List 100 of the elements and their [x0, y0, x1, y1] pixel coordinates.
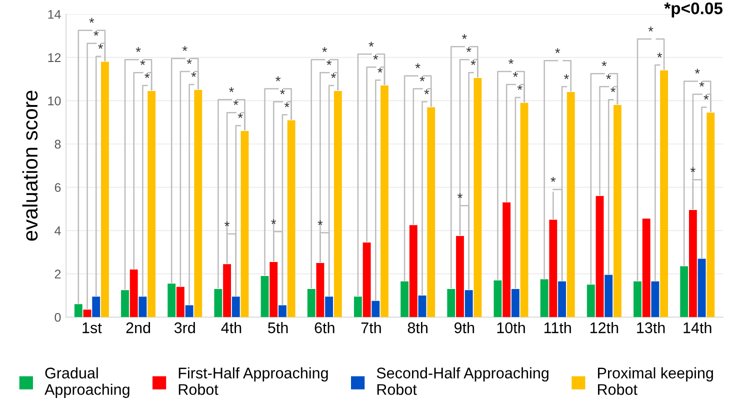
bar	[464, 290, 473, 318]
annotation: *	[318, 220, 323, 226]
annotation: *	[602, 61, 607, 66]
x-tick-label: 13th	[637, 322, 665, 334]
annotation: *	[233, 100, 238, 106]
bar	[502, 202, 511, 318]
annotation: *	[462, 34, 467, 40]
bar	[380, 86, 388, 318]
annotation: *	[224, 221, 230, 226]
annotation: *	[89, 18, 94, 23]
bar	[540, 279, 548, 318]
annotation: *	[458, 193, 462, 198]
annotation: *	[326, 60, 332, 66]
bar	[316, 263, 324, 318]
bar	[214, 289, 222, 318]
annotation: *	[420, 76, 425, 82]
bar	[558, 281, 566, 318]
bar	[287, 120, 296, 318]
bar	[688, 210, 697, 318]
annotation: *	[182, 46, 188, 51]
annotation: *	[466, 47, 472, 52]
annotation: *	[657, 52, 662, 58]
bar	[549, 220, 558, 318]
bar	[706, 112, 715, 318]
bar	[270, 262, 278, 318]
annotation: *	[517, 85, 522, 90]
bar	[474, 78, 482, 318]
bar	[223, 264, 231, 318]
annotation: *	[284, 102, 290, 108]
bar	[604, 274, 613, 318]
x-tick-label: 12th	[590, 322, 618, 334]
y-tick-label: 8	[54, 140, 61, 149]
x-tick-label: 3rd	[174, 322, 195, 334]
bar	[494, 280, 502, 318]
annotation: *	[322, 47, 328, 52]
bar	[566, 92, 575, 318]
bar	[307, 289, 316, 318]
y-tick-label: 10	[48, 96, 61, 106]
annotation: *	[238, 113, 243, 118]
bar	[74, 304, 82, 318]
bar	[427, 107, 436, 318]
y-tick-label: 12	[48, 53, 61, 62]
annotation: *	[555, 48, 560, 54]
x-tick-label: 5th	[268, 322, 288, 334]
x-tick-label: 9th	[454, 322, 474, 334]
bar	[278, 305, 286, 318]
annotation: *	[415, 63, 420, 68]
bar	[354, 296, 362, 318]
bar	[362, 242, 371, 318]
x-tick-label: 4th	[221, 322, 242, 334]
x-tick-label: 1st	[82, 322, 102, 334]
x-tick-label: 8th	[408, 322, 428, 334]
bar	[520, 102, 528, 318]
annotation: *	[368, 42, 374, 47]
annotation: *	[94, 30, 99, 36]
annotation: *	[424, 89, 430, 94]
x-tick-label: 14th	[684, 322, 712, 334]
bar	[596, 196, 604, 318]
annotation: *	[186, 59, 192, 64]
bar	[325, 296, 334, 318]
bar	[698, 258, 706, 318]
bar	[511, 289, 520, 318]
annotation: *	[564, 74, 569, 80]
bar	[614, 105, 622, 318]
bar	[418, 295, 426, 318]
annotation: *	[331, 73, 336, 78]
y-axis-title: evaluation score	[22, 90, 38, 241]
legend-label: Second-Half Approaching Robot	[376, 367, 548, 395]
y-tick-label: 4	[54, 226, 61, 236]
bar	[586, 284, 595, 318]
bar	[456, 236, 464, 318]
legend-label: First-Half Approaching Robot	[178, 367, 328, 395]
annotation: *	[98, 44, 104, 49]
bar	[92, 296, 100, 318]
annotation: *	[610, 87, 616, 92]
bar	[148, 90, 156, 318]
annotation: *	[508, 59, 514, 64]
y-tick-label: 6	[54, 183, 61, 192]
annotation: *	[699, 82, 704, 87]
bar	[447, 289, 456, 318]
bar	[372, 300, 380, 318]
legend-label: Gradual Approaching	[44, 367, 130, 398]
annotation: *	[470, 60, 476, 66]
bar	[138, 296, 147, 318]
annotation: *	[694, 68, 700, 74]
bar	[176, 286, 184, 318]
bar	[194, 90, 202, 318]
annotation: *	[648, 26, 654, 32]
y-tick-label: 14	[48, 10, 61, 19]
bar	[260, 276, 269, 318]
annotation: *	[280, 89, 285, 94]
bar	[634, 281, 642, 318]
bar	[660, 70, 668, 318]
annotation: *	[228, 87, 234, 92]
annotation: *	[378, 68, 383, 73]
annotation: *	[373, 54, 378, 60]
annotation: *	[606, 74, 612, 80]
y-tick-label: 2	[54, 270, 61, 278]
bar	[240, 131, 249, 318]
annotation: *	[690, 167, 696, 172]
